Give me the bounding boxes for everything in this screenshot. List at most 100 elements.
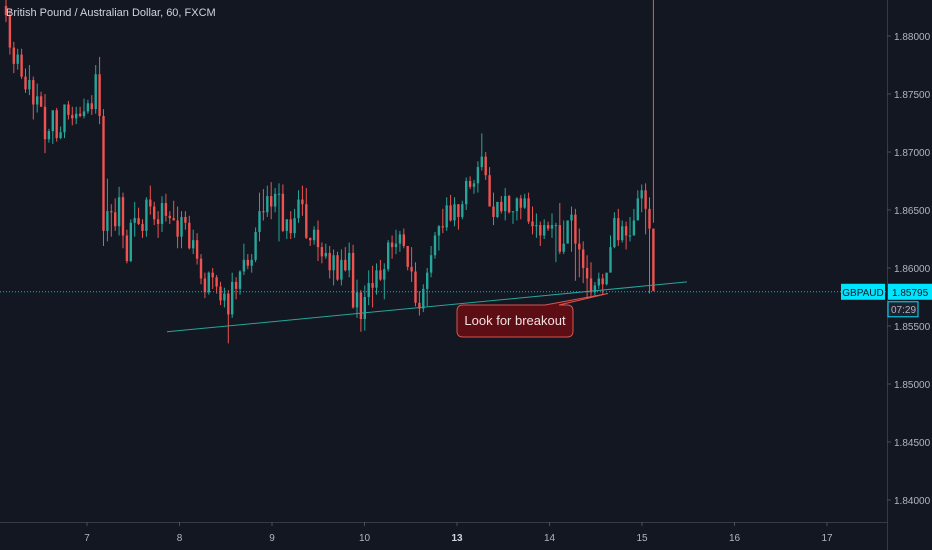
candle-body: [20, 54, 23, 77]
candle-body: [363, 297, 366, 320]
y-tick-label: 1.87500: [894, 90, 931, 101]
candle-body: [75, 113, 78, 119]
candle-body: [601, 278, 604, 285]
candle-body: [141, 223, 144, 231]
y-tick-label: 1.85500: [894, 322, 931, 333]
candle-body: [312, 229, 316, 241]
candle-body: [246, 259, 249, 266]
candle-body: [578, 243, 581, 250]
candle-body: [227, 293, 230, 315]
candle-body: [468, 181, 472, 187]
candle-body: [59, 132, 62, 139]
y-tick-label: 1.86500: [894, 206, 931, 217]
candle-body: [153, 206, 156, 220]
candle-body: [585, 268, 589, 279]
y-tick-label: 1.87000: [894, 148, 931, 159]
candle-body: [644, 190, 647, 209]
x-tick-label: 9: [269, 533, 275, 544]
candle-body: [617, 218, 620, 241]
candle-body: [309, 237, 312, 241]
candle-body: [593, 285, 597, 293]
candle-body: [328, 252, 331, 271]
candle-body: [43, 106, 47, 140]
candle-body: [500, 201, 503, 212]
candle-body: [519, 198, 522, 208]
candle-body: [550, 225, 554, 229]
candle-body: [465, 181, 468, 205]
candle-body: [78, 113, 82, 117]
candle-body: [605, 272, 608, 285]
candle-body: [437, 226, 441, 236]
candle-body: [242, 259, 246, 272]
candle-body: [523, 198, 526, 208]
candle-body: [273, 193, 277, 207]
candle-body: [387, 242, 390, 270]
candle-body: [172, 218, 175, 221]
candle-body: [359, 292, 363, 320]
x-tick-label: 16: [729, 533, 741, 544]
candle-body: [160, 203, 164, 224]
symbol-badge-text: GBPAUD: [842, 288, 884, 299]
candle-body: [504, 196, 507, 212]
y-tick-label: 1.88000: [894, 32, 931, 43]
candle-body: [164, 203, 168, 216]
candle-body: [145, 199, 148, 231]
candle-body: [496, 201, 499, 217]
candle-body: [336, 255, 339, 280]
candle-body: [199, 258, 203, 279]
candle-body: [515, 198, 519, 212]
x-tick-label: 7: [84, 533, 90, 544]
candle-body: [527, 198, 530, 222]
chart-title: British Pound / Australian Dollar, 60, F…: [6, 7, 216, 19]
candle-body: [168, 215, 171, 219]
candle-body: [566, 220, 569, 244]
candle-body: [211, 272, 214, 278]
candle-body: [597, 278, 600, 286]
candle-body: [82, 111, 86, 117]
last-price-badge: [888, 283, 932, 300]
candle-body: [539, 225, 542, 236]
candle-body: [16, 54, 19, 64]
candle-body: [110, 211, 113, 213]
candle-body: [207, 272, 210, 293]
candle-body: [457, 204, 460, 217]
candle-body: [293, 218, 296, 234]
candle-body: [410, 266, 413, 272]
candle-body: [367, 283, 370, 297]
candle-body: [184, 216, 187, 223]
candle-body: [8, 15, 12, 48]
candle-body: [262, 211, 265, 213]
candle-body: [488, 175, 491, 207]
candle-body: [86, 103, 90, 112]
candle-body: [289, 219, 292, 234]
candle-body: [90, 103, 93, 110]
candle-body: [55, 110, 58, 139]
candle-body: [258, 211, 261, 233]
candle-body: [129, 222, 132, 262]
countdown-text: 07:29: [891, 305, 916, 316]
candle-body: [453, 204, 456, 221]
candle-body: [137, 218, 140, 224]
candle-body: [484, 156, 487, 176]
candle-body: [250, 259, 253, 266]
candle-body: [398, 234, 402, 244]
candle-body: [574, 214, 577, 244]
candle-body: [180, 216, 183, 237]
candle-body: [355, 292, 359, 308]
candle-body: [570, 214, 573, 221]
candle-body: [449, 205, 452, 221]
candle-body: [351, 252, 355, 308]
candle-body: [480, 156, 483, 168]
y-tick-label: 1.84500: [894, 438, 931, 449]
candle-body: [12, 47, 15, 64]
candle-body: [32, 80, 35, 105]
last-price-badge-text: 1.85795: [892, 288, 929, 299]
candle-body: [324, 252, 327, 257]
x-tick-label: 15: [636, 533, 648, 544]
candle-body: [441, 226, 444, 228]
symbol-badge: [841, 283, 885, 300]
candle-body: [203, 278, 207, 293]
candle-body: [402, 234, 405, 246]
candle-body: [582, 249, 585, 268]
